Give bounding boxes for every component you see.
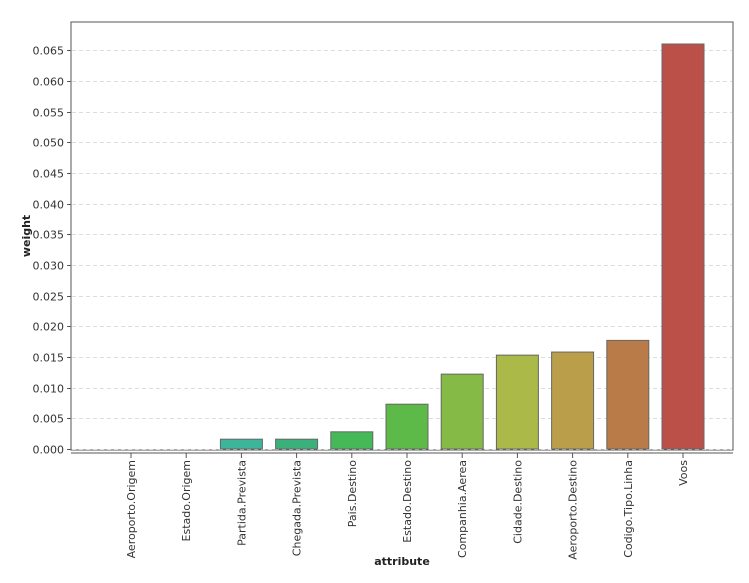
- bars: [219, 43, 705, 450]
- x-tick-label: Companhia.Aerea: [456, 460, 469, 558]
- y-tick-label: 0.035: [33, 229, 65, 242]
- y-axis-title: weight: [20, 215, 33, 257]
- bar: [606, 339, 650, 450]
- y-tick-label: 0.065: [33, 45, 65, 58]
- y-tick-label: 0.055: [33, 107, 65, 120]
- x-tick-label: Chegada.Prevista: [291, 460, 304, 556]
- bar: [275, 438, 319, 450]
- y-tick-label: 0.030: [33, 260, 65, 273]
- y-tick-label: 0.040: [33, 199, 65, 212]
- y-tick-label: 0.060: [33, 76, 65, 89]
- y-tick-label: 0.000: [33, 444, 65, 457]
- x-tick-label: Cidade.Destino: [511, 460, 524, 544]
- x-tick-label: Codigo.Tipo.Linha: [622, 460, 635, 558]
- x-tick-label: Voos: [677, 460, 690, 486]
- bar: [440, 373, 484, 450]
- x-tick-label: Estado.Destino: [401, 460, 414, 543]
- y-tick-label: 0.025: [33, 291, 65, 304]
- y-tick-label: 0.005: [33, 413, 65, 426]
- y-axis-ticks: 0.000 0.005 0.010 0.015 0.020 0.025 0.030 0.035…: [33, 45, 71, 457]
- y-tick-label: 0.045: [33, 168, 65, 181]
- x-axis-ticks: Aeroporto.Origem Estado.Origem Partida.Pre…: [125, 453, 690, 560]
- bar: [385, 403, 429, 450]
- x-axis-title: attribute: [374, 555, 430, 568]
- bar: [551, 351, 595, 450]
- bar: [661, 43, 705, 450]
- bar: [330, 431, 374, 450]
- x-tick-label: Aeroporto.Origem: [125, 460, 138, 558]
- y-tick-label: 0.050: [33, 137, 65, 150]
- x-tick-label: Pais.Destino: [346, 460, 359, 527]
- x-tick-label: Estado.Origem: [180, 460, 193, 541]
- bar: [495, 354, 539, 450]
- y-tick-label: 0.020: [33, 321, 65, 334]
- bar: [219, 438, 263, 450]
- y-tick-label: 0.010: [33, 383, 65, 396]
- y-tick-label: 0.015: [33, 352, 65, 365]
- x-tick-label: Partida.Prevista: [235, 460, 248, 546]
- x-tick-label: Aeroporto.Destino: [567, 460, 580, 560]
